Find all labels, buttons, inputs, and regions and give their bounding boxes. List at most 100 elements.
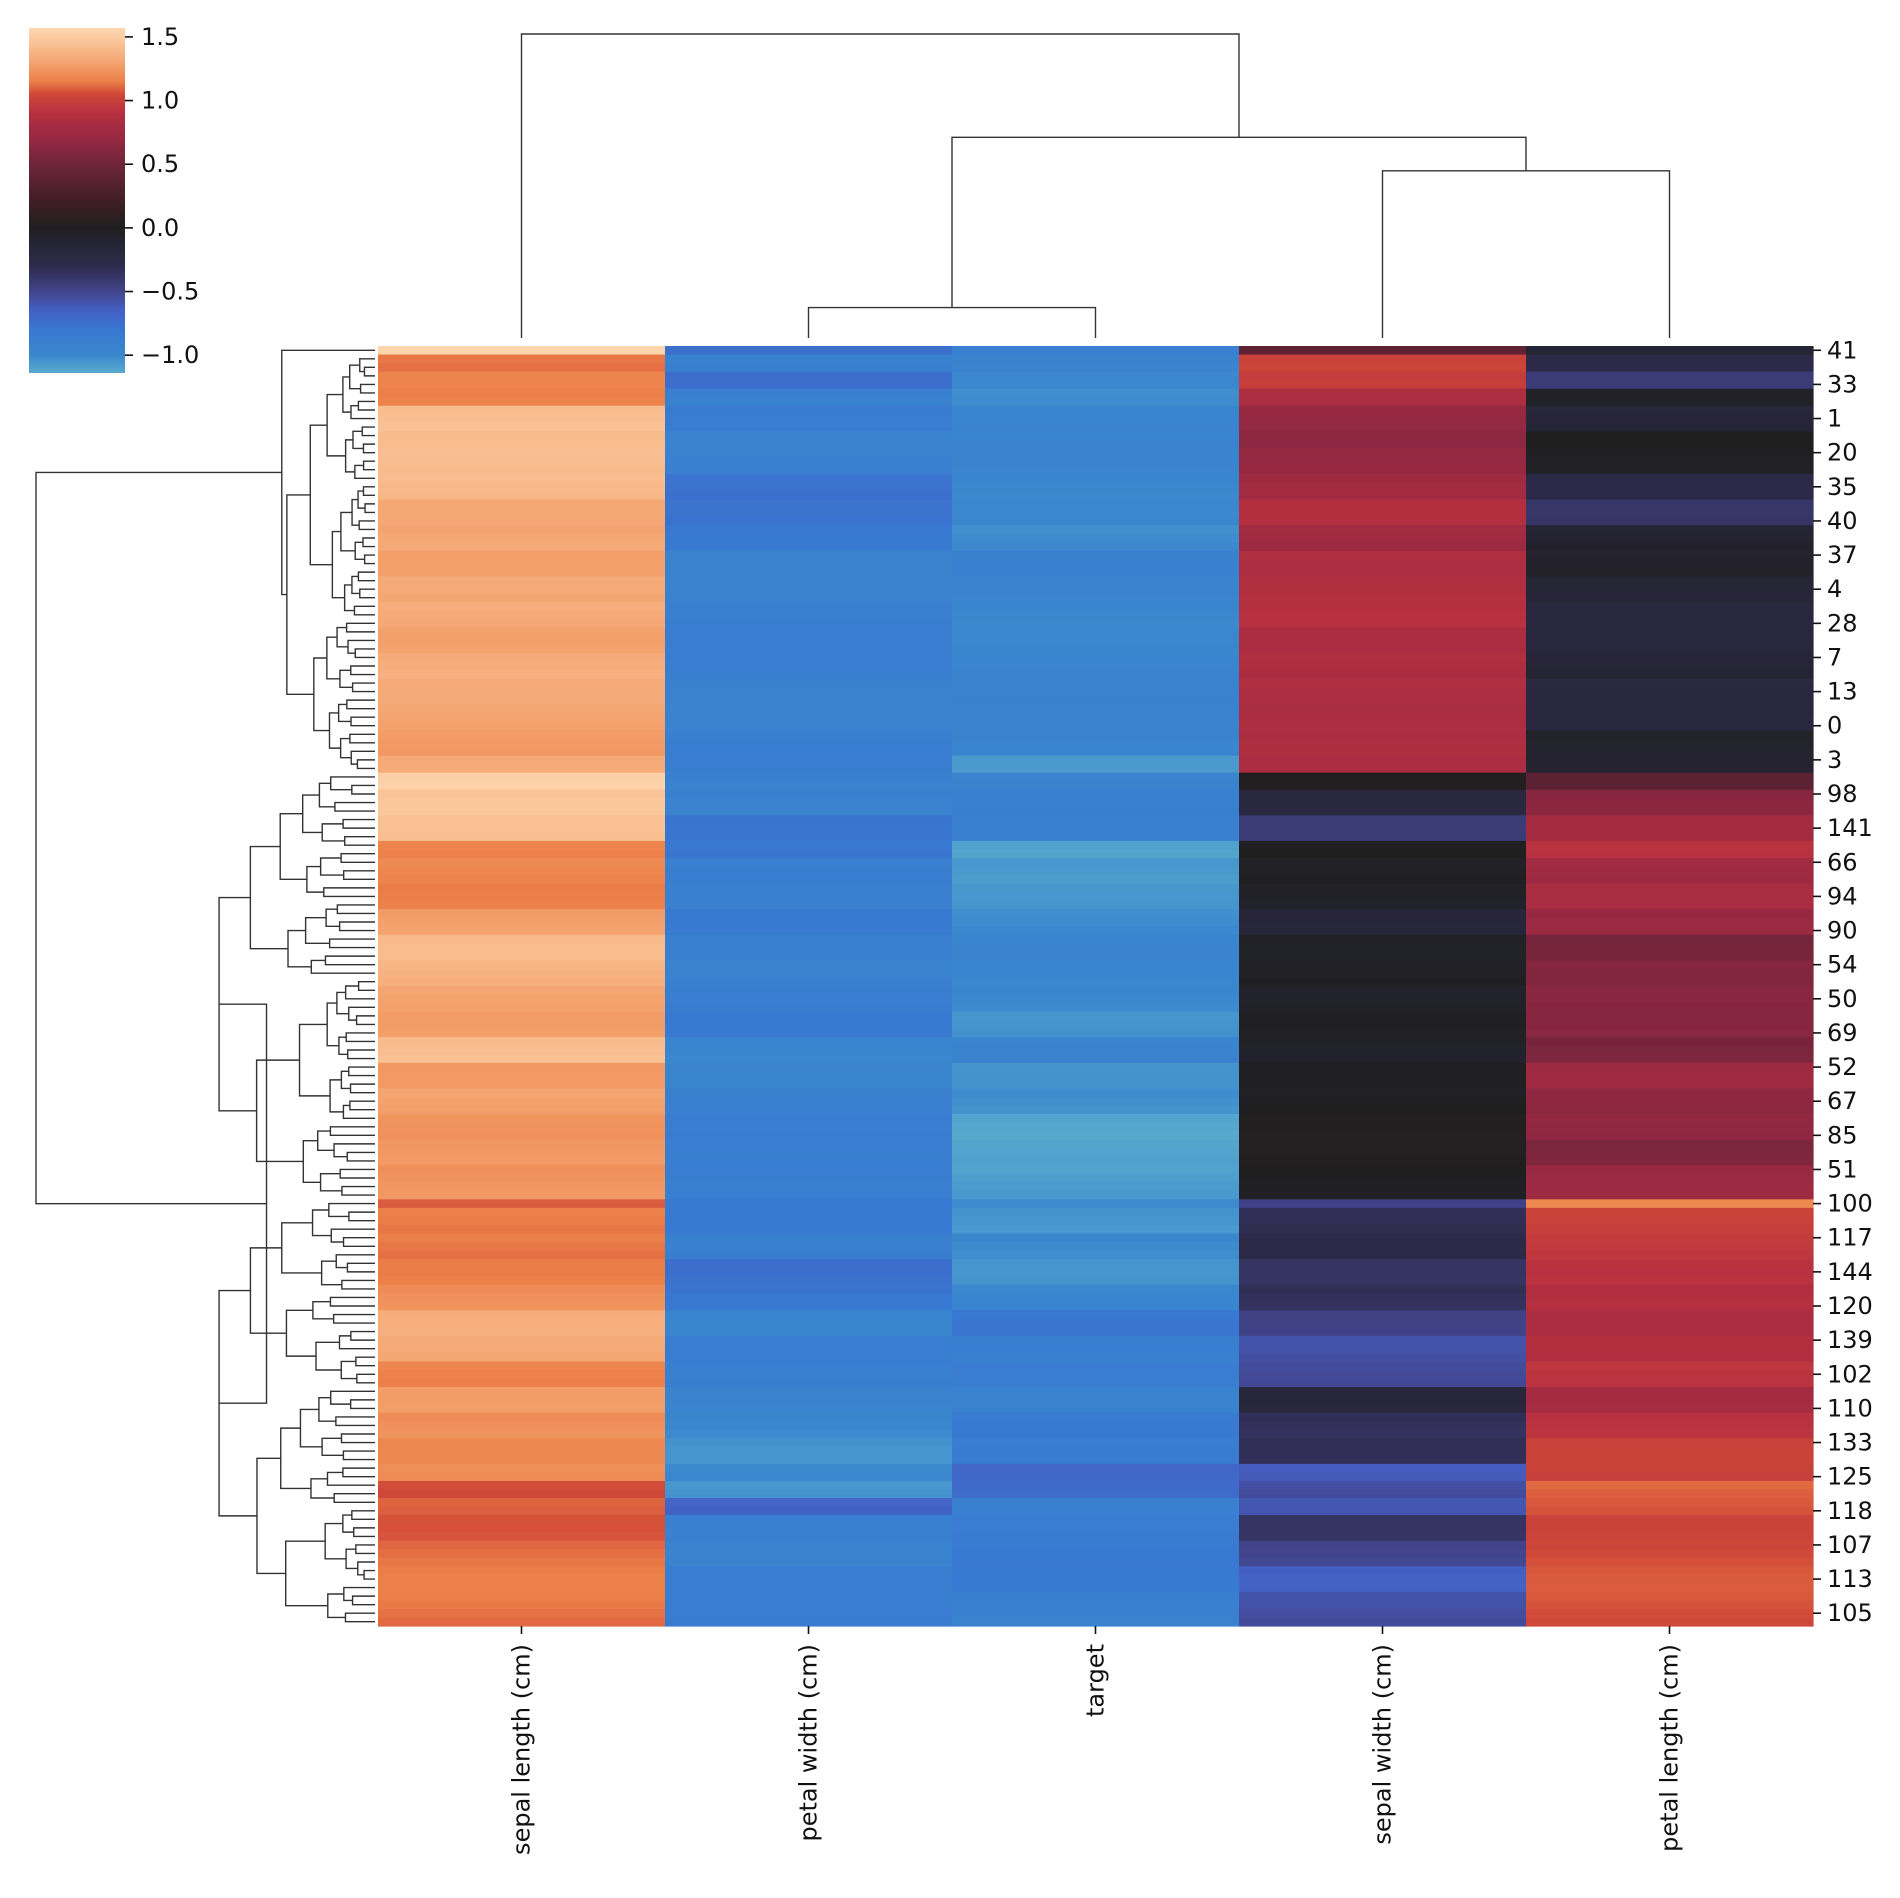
heatmap-cell — [1526, 1600, 1814, 1610]
heatmap-cell — [665, 644, 953, 654]
heatmap-cell — [1526, 1199, 1814, 1209]
heatmap-cell — [952, 900, 1240, 910]
dendrogram-link — [287, 929, 312, 968]
heatmap-cell — [1526, 968, 1814, 979]
heatmap-cell — [1239, 943, 1527, 953]
heatmap-cell — [665, 456, 953, 467]
heatmap-cell — [378, 1549, 666, 1559]
heatmap-cell — [1526, 533, 1814, 543]
heatmap-cell — [378, 363, 666, 373]
dendrogram-link — [317, 1130, 335, 1151]
heatmap-cell — [1239, 1506, 1527, 1516]
heatmap-cell — [378, 525, 666, 535]
heatmap-cell — [952, 1037, 1240, 1047]
heatmap-cell — [378, 1583, 666, 1593]
heatmap-cell — [952, 909, 1240, 919]
dendrogram-link — [348, 1006, 375, 1021]
heatmap-cell — [1526, 704, 1814, 714]
heatmap-cell — [1239, 1131, 1527, 1141]
heatmap-cell — [1526, 1361, 1814, 1371]
heatmap-cell — [665, 1335, 953, 1345]
heatmap-cell — [952, 960, 1240, 970]
heatmap-cell — [952, 1165, 1240, 1175]
dendrogram-link — [350, 665, 375, 676]
heatmap-cell — [665, 1088, 953, 1098]
heatmap-cell — [1239, 858, 1527, 868]
heatmap-cell — [952, 491, 1240, 501]
heatmap-cell — [378, 900, 666, 910]
heatmap-cell — [1239, 815, 1527, 825]
heatmap-cell — [665, 926, 953, 936]
heatmap-cell — [378, 1224, 666, 1235]
heatmap-cell — [378, 730, 666, 740]
heatmap-cell — [1239, 721, 1527, 731]
heatmap-cell — [665, 1156, 953, 1166]
heatmap-cell — [952, 951, 1240, 961]
heatmap-cell — [952, 397, 1240, 407]
heatmap-cell — [952, 602, 1240, 612]
heatmap-cell — [1526, 1540, 1814, 1550]
heatmap-cell — [378, 1250, 666, 1260]
heatmap-cell — [1239, 1515, 1527, 1525]
heatmap-cell — [1239, 789, 1527, 799]
row-tick-label: 133 — [1827, 1429, 1873, 1457]
heatmap-cell — [1526, 832, 1814, 842]
heatmap-cell — [952, 815, 1240, 825]
dendrogram-link — [304, 917, 330, 945]
heatmap-cell — [1526, 755, 1814, 765]
heatmap-cell — [1239, 704, 1527, 714]
heatmap-cell — [665, 448, 953, 458]
heatmap-cell — [665, 593, 953, 603]
heatmap-cell — [952, 1421, 1240, 1431]
heatmap-cell — [378, 849, 666, 859]
heatmap-cell — [952, 687, 1240, 697]
heatmap-cell — [1239, 1344, 1527, 1354]
heatmap-cell — [378, 610, 666, 620]
heatmap-cell — [1526, 1190, 1814, 1200]
heatmap-cell — [1526, 951, 1814, 961]
heatmap-cell — [1526, 977, 1814, 987]
heatmap-cell — [1239, 567, 1527, 577]
heatmap-cell — [378, 567, 666, 577]
heatmap-cell — [665, 840, 953, 851]
heatmap-cell — [1239, 1139, 1527, 1149]
row-tick-label: 1 — [1827, 405, 1842, 433]
heatmap-cell — [378, 1310, 666, 1320]
heatmap-cell — [378, 1557, 666, 1567]
heatmap-cell — [1239, 397, 1527, 407]
heatmap-cell — [952, 371, 1240, 381]
dendrogram-link — [351, 682, 375, 693]
heatmap-cell — [1239, 747, 1527, 757]
heatmap-cell — [1526, 772, 1814, 782]
heatmap-cell — [378, 653, 666, 663]
heatmap-cell — [952, 1404, 1240, 1414]
heatmap-cell — [1526, 1233, 1814, 1243]
heatmap-cell — [1526, 474, 1814, 484]
heatmap-cell — [1526, 1114, 1814, 1124]
heatmap-cell — [378, 346, 666, 356]
heatmap-cell — [665, 516, 953, 526]
heatmap-cell — [665, 1617, 953, 1627]
row-tick-label: 4 — [1827, 575, 1842, 603]
heatmap-cell — [952, 1523, 1240, 1533]
heatmap-cell — [378, 764, 666, 774]
heatmap-cell — [665, 1011, 953, 1021]
heatmap-cell — [378, 832, 666, 842]
heatmap-cell — [952, 388, 1240, 398]
heatmap-cell — [378, 806, 666, 816]
heatmap-cell — [1239, 1387, 1527, 1397]
row-tick-label: 3 — [1827, 746, 1842, 774]
heatmap-cell — [1239, 823, 1527, 833]
heatmap-cell — [1239, 1284, 1527, 1294]
dendrogram-link — [310, 1478, 335, 1499]
heatmap-cell — [1239, 670, 1527, 680]
heatmap-cell — [1526, 1429, 1814, 1439]
heatmap-cell — [665, 1378, 953, 1388]
heatmap-cell — [665, 1199, 953, 1209]
heatmap-cell — [1239, 1122, 1527, 1132]
heatmap-cell — [378, 380, 666, 390]
heatmap-cell — [952, 1079, 1240, 1089]
heatmap-cell — [378, 1028, 666, 1038]
heatmap-cell — [1526, 943, 1814, 953]
dendrogram-link — [332, 1313, 375, 1324]
